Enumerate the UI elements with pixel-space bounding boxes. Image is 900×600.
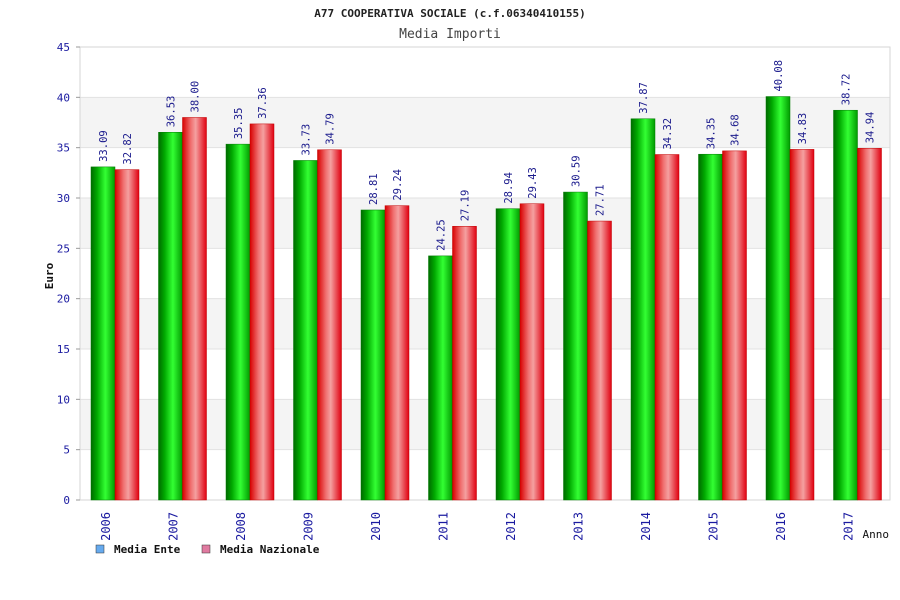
bar-media-nazionale-2017 bbox=[857, 148, 882, 501]
value-label-media-ente-2013: 30.59 bbox=[571, 155, 583, 187]
y-tick-label: 5 bbox=[63, 444, 70, 457]
x-tick-label-2006: 2006 bbox=[99, 512, 113, 541]
x-tick-label-2014: 2014 bbox=[639, 512, 653, 541]
legend: Media Ente Media Nazionale bbox=[95, 543, 320, 556]
chart-subtitle: Media Importi bbox=[399, 27, 501, 42]
y-tick-label: 40 bbox=[57, 91, 70, 104]
y-tick-label: 30 bbox=[57, 192, 70, 205]
value-label-media-ente-2016: 40.08 bbox=[773, 60, 785, 92]
plot-band bbox=[80, 97, 890, 148]
value-label-media-ente-2010: 28.81 bbox=[368, 173, 380, 205]
value-label-media-ente-2006: 33.09 bbox=[98, 130, 110, 162]
y-tick-label: 20 bbox=[57, 293, 70, 306]
plot-band bbox=[80, 198, 890, 249]
bar-media-ente-2008 bbox=[225, 143, 251, 501]
bar-media-nazionale-2006 bbox=[114, 169, 140, 501]
value-label-media-nazionale-2013: 27.71 bbox=[595, 184, 607, 216]
value-labels-group: 33.09 32.82 36.53 38.00 35.35 37.36 33.73 34.79… bbox=[98, 60, 877, 251]
bar-media-ente-2016 bbox=[765, 96, 791, 501]
x-tick-label-2013: 2013 bbox=[571, 512, 585, 541]
bar-media-nazionale-2013 bbox=[587, 220, 612, 501]
value-label-media-nazionale-2014: 34.32 bbox=[662, 118, 674, 150]
value-label-media-nazionale-2016: 34.83 bbox=[797, 113, 809, 145]
y-tick-label: 25 bbox=[57, 242, 70, 255]
bar-media-nazionale-2008 bbox=[249, 123, 275, 501]
x-tick-label-2007: 2007 bbox=[166, 512, 180, 541]
plot-band bbox=[80, 298, 890, 349]
bar-media-ente-2007 bbox=[158, 132, 183, 501]
y-tick-label: 15 bbox=[57, 343, 70, 356]
y-axis-label: Euro bbox=[43, 262, 56, 289]
bar-media-nazionale-2007 bbox=[182, 117, 207, 501]
bar-media-nazionale-2011 bbox=[452, 226, 477, 501]
legend-label-media-ente: Media Ente bbox=[114, 543, 181, 556]
x-axis-label: Anno bbox=[863, 528, 890, 541]
value-label-media-nazionale-2009: 34.79 bbox=[325, 113, 337, 145]
x-tick-label-2012: 2012 bbox=[504, 512, 518, 541]
value-label-media-ente-2012: 28.94 bbox=[503, 172, 515, 204]
bar-media-ente-2011 bbox=[428, 255, 453, 501]
chart-title: A77 COOPERATIVA SOCIALE (c.f.06340410155… bbox=[314, 7, 586, 20]
bar-media-nazionale-2010 bbox=[384, 205, 410, 501]
x-tick-label-2015: 2015 bbox=[706, 512, 720, 541]
y-tick-label: 10 bbox=[57, 393, 70, 406]
bar-media-ente-2009 bbox=[293, 160, 318, 501]
value-label-media-ente-2014: 37.87 bbox=[638, 82, 650, 114]
bar-media-ente-2013 bbox=[563, 191, 588, 501]
bar-media-nazionale-2015 bbox=[722, 150, 747, 501]
bar-media-nazionale-2014 bbox=[654, 154, 680, 501]
x-tick-label-2017: 2017 bbox=[841, 512, 855, 541]
plot-border bbox=[79, 46, 891, 501]
x-tick-label-2011: 2011 bbox=[436, 512, 450, 541]
y-tick-label: 0 bbox=[63, 494, 70, 507]
value-label-media-nazionale-2017: 34.94 bbox=[865, 112, 877, 144]
legend-label-media-nazionale: Media Nazionale bbox=[220, 543, 320, 556]
plot-band bbox=[80, 399, 890, 450]
value-label-media-ente-2009: 33.73 bbox=[301, 124, 313, 156]
bar-media-ente-2010 bbox=[360, 209, 386, 501]
value-label-media-nazionale-2012: 29.43 bbox=[527, 167, 539, 199]
value-label-media-nazionale-2008: 37.36 bbox=[257, 87, 269, 119]
bar-media-ente-2015 bbox=[698, 153, 723, 501]
y-tick-label: 35 bbox=[57, 142, 70, 155]
plot-background bbox=[79, 46, 891, 501]
bar-media-ente-2017 bbox=[833, 109, 858, 501]
legend-swatch-media-nazionale bbox=[201, 544, 211, 554]
value-label-media-nazionale-2007: 38.00 bbox=[190, 81, 202, 113]
bar-media-ente-2006 bbox=[90, 166, 116, 501]
value-label-media-nazionale-2011: 27.19 bbox=[460, 190, 472, 222]
x-tick-label-2008: 2008 bbox=[234, 512, 248, 541]
bar-media-nazionale-2012 bbox=[519, 203, 545, 501]
y-tick-label: 45 bbox=[57, 41, 70, 54]
y-axis: 0 5 10 15 20 25 30 35 40 45 bbox=[57, 41, 80, 507]
x-tick-label-2010: 2010 bbox=[369, 512, 383, 541]
value-label-media-nazionale-2006: 32.82 bbox=[122, 133, 134, 165]
value-label-media-nazionale-2010: 29.24 bbox=[392, 169, 404, 201]
bar-media-nazionale-2016 bbox=[789, 149, 815, 501]
value-label-media-nazionale-2015: 34.68 bbox=[730, 114, 742, 146]
value-label-media-ente-2007: 36.53 bbox=[166, 96, 178, 128]
bars-group bbox=[90, 96, 882, 501]
x-tick-label-2016: 2016 bbox=[774, 512, 788, 541]
bar-media-ente-2014 bbox=[630, 118, 656, 501]
legend-swatch-media-ente bbox=[95, 544, 105, 554]
x-axis: 2006 2007 2008 2009 2010 2011 2012 2013 2014 2015… bbox=[99, 512, 856, 541]
value-label-media-ente-2015: 34.35 bbox=[706, 118, 718, 150]
value-label-media-ente-2008: 35.35 bbox=[233, 108, 245, 140]
bar-media-ente-2012 bbox=[495, 208, 521, 501]
value-label-media-ente-2017: 38.72 bbox=[841, 74, 853, 106]
bar-media-nazionale-2009 bbox=[317, 149, 342, 501]
x-tick-label-2009: 2009 bbox=[301, 512, 315, 541]
value-label-media-ente-2011: 24.25 bbox=[436, 219, 448, 251]
